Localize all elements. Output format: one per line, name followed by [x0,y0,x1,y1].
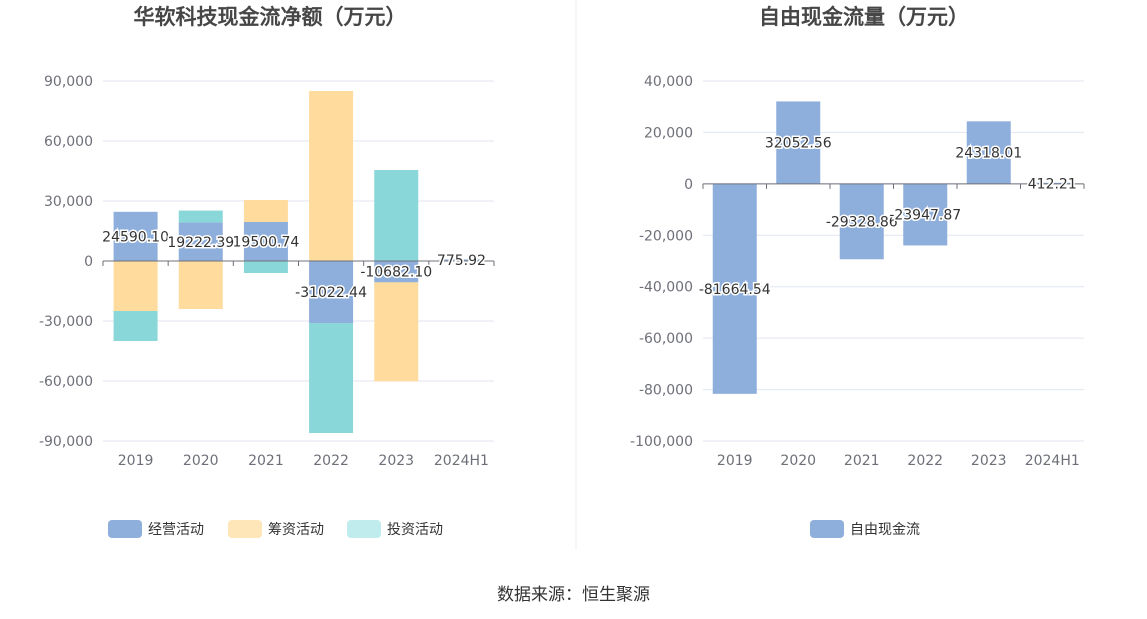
bar-自由现金流-2020 [776,101,821,184]
y-tick-label: 20,000 [644,125,693,141]
x-tick-label: 2021 [248,453,284,469]
bar-自由现金流-2023 [966,121,1011,184]
bar-筹资活动-2019 [113,261,158,311]
data-label: 412.21 [1028,176,1077,192]
chart-title: 自由现金流量（万元） [759,5,969,29]
free-cash-flow-chart: 自由现金流量（万元） 40,000 20,000 0 -20,000 -40,000 -60… [630,5,1085,538]
bar-经营活动-2020 [178,222,223,261]
bar-投资活动-2021 [243,261,288,273]
bar-经营活动-2022 [309,261,354,324]
data-label: 775.92 [437,253,486,269]
data-label: -10682.10 [360,265,432,281]
bar-经营活动-2023 [374,261,419,283]
legend-swatch-筹资活动 [228,520,262,538]
bar-投资活动-2023 [374,170,419,261]
bar-自由现金流-2022 [903,183,948,246]
y-tick-label: -60,000 [639,331,693,347]
legend-label: 自由现金流 [850,522,920,538]
data-source-note: 数据来源：恒生聚源 [497,585,650,605]
legend-swatch-经营活动 [108,520,142,538]
y-tick-label: -100,000 [630,434,693,450]
data-label: -31022.44 [295,285,367,301]
x-tick-label: 2024H1 [1025,453,1080,469]
x-tick-label: 2024H1 [434,453,489,469]
bar-自由现金流-2021 [839,183,884,260]
data-label: 32052.56 [765,136,832,152]
y-tick-label: -30,000 [39,314,93,330]
legend-label: 投资活动 [387,522,443,538]
bar-自由现金流-2019 [712,183,757,394]
legend-swatch-自由现金流 [810,520,844,538]
y-tick-label: -80,000 [639,383,693,399]
legend-label: 筹资活动 [268,521,324,538]
bar-经营活动-2019 [113,211,158,261]
y-tick-label: 0 [684,177,693,193]
bar-筹资活动-2021 [243,199,288,222]
legend-swatch-投资活动 [347,520,381,538]
chart-title: 华软科技现金流净额（万元） [134,5,407,29]
y-tick-label: 0 [84,254,93,270]
y-tick-label: -60,000 [39,374,93,390]
data-label: -29328.86 [826,215,898,231]
bar-筹资活动-2020 [178,261,223,309]
legend-label: 经营活动 [148,522,204,538]
bar-投资活动-2022 [309,323,354,434]
data-label: -23947.87 [889,208,961,224]
data-label: 24318.01 [955,146,1022,162]
x-tick-label: 2023 [971,453,1007,469]
y-tick-label: -90,000 [39,434,93,450]
cash-flow-net-chart: 华软科技现金流净额（万元） 90,000 60,000 30,000 0 -30,000 -… [39,5,495,538]
data-label: 19500.74 [233,234,300,250]
y-tick-label: 40,000 [644,74,693,90]
x-tick-label: 2020 [780,453,816,469]
bar-筹资活动-2022 [309,91,354,261]
x-tick-label: 2020 [183,453,219,469]
x-tick-label: 2021 [844,453,880,469]
x-tick-label: 2022 [907,453,943,469]
data-label: 24590.10 [102,229,169,245]
x-tick-label: 2023 [378,453,414,469]
bar-经营活动-2024H1 [439,259,484,261]
bar-投资活动-2019 [113,311,158,341]
bar-投资活动-2020 [178,210,223,223]
x-tick-label: 2019 [717,453,753,469]
bar-筹资活动-2023 [374,282,419,382]
data-label: 19222.39 [167,235,234,251]
bar-自由现金流-2024H1 [1030,182,1075,184]
data-label: -81664.54 [699,282,771,298]
y-tick-label: 90,000 [44,74,93,90]
x-tick-label: 2022 [313,453,349,469]
y-tick-label: -20,000 [639,228,693,244]
y-tick-label: -40,000 [639,280,693,296]
x-tick-label: 2019 [118,453,154,469]
bar-经营活动-2021 [243,221,288,261]
y-tick-label: 30,000 [44,194,93,210]
y-tick-label: 60,000 [44,134,93,150]
